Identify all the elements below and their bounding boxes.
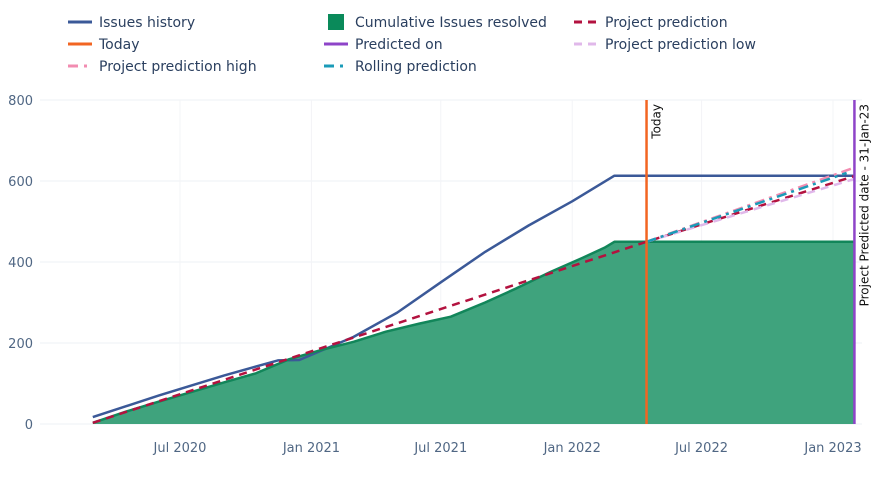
x-tick-label: Jan 2022 xyxy=(543,441,601,456)
y-tick-label: 800 xyxy=(8,94,33,109)
series-line-issues-history xyxy=(92,174,855,419)
legend-item-cumulative-resolved[interactable]: Cumulative Issues resolved xyxy=(328,14,547,31)
y-tick-label: 200 xyxy=(8,337,33,352)
line-layer xyxy=(92,166,855,424)
x-tick-label: Jan 2023 xyxy=(803,441,861,456)
legend[interactable]: Issues history Cumulative Issues resolved… xyxy=(68,14,756,75)
vline-label-predicted-on: Project Predicted date - 31-Jan-23 xyxy=(857,104,871,306)
series-area-cumulative-resolved xyxy=(92,241,855,424)
series-line-cumulative-resolved xyxy=(92,240,855,424)
area-layer xyxy=(92,241,855,424)
series-line-rolling-prediction xyxy=(646,171,848,243)
x-axis: Jul 2020 Jan 2021 Jul 2021 Jan 2022 Jul 2022… xyxy=(153,441,862,456)
legend-label: Predicted on xyxy=(355,37,443,53)
series-line-project-prediction-high xyxy=(646,166,855,243)
legend-label: Project prediction low xyxy=(605,37,756,53)
legend-label: Project prediction xyxy=(605,15,728,31)
x-tick-label: Jul 2021 xyxy=(413,441,467,456)
legend-item-predicted-on[interactable]: Predicted on xyxy=(324,37,443,53)
legend-item-today[interactable]: Today xyxy=(68,37,140,53)
legend-label: Cumulative Issues resolved xyxy=(355,15,547,31)
grid-layer xyxy=(40,99,862,425)
legend-item-project-prediction[interactable]: Project prediction xyxy=(574,15,728,31)
x-tick-label: Jul 2020 xyxy=(153,441,207,456)
y-tick-label: 400 xyxy=(8,256,33,271)
legend-item-project-prediction-low[interactable]: Project prediction low xyxy=(574,37,756,53)
y-axis: 0 200 400 600 800 xyxy=(8,94,33,433)
vline-layer: Today Project Predicted date - 31-Jan-23 xyxy=(645,100,871,424)
legend-swatch-icon xyxy=(328,14,344,30)
legend-label: Project prediction high xyxy=(99,59,257,75)
legend-item-issues-history[interactable]: Issues history xyxy=(68,15,195,31)
y-tick-label: 600 xyxy=(8,175,33,190)
vline-label-today: Today xyxy=(650,104,664,140)
x-tick-label: Jan 2021 xyxy=(282,441,340,456)
legend-label: Rolling prediction xyxy=(355,59,477,75)
y-tick-label: 0 xyxy=(25,418,33,433)
legend-label: Today xyxy=(98,37,140,53)
x-tick-label: Jul 2022 xyxy=(674,441,728,456)
legend-label: Issues history xyxy=(99,15,195,31)
legend-item-rolling-prediction[interactable]: Rolling prediction xyxy=(324,59,477,75)
legend-item-project-prediction-high[interactable]: Project prediction high xyxy=(68,59,257,75)
